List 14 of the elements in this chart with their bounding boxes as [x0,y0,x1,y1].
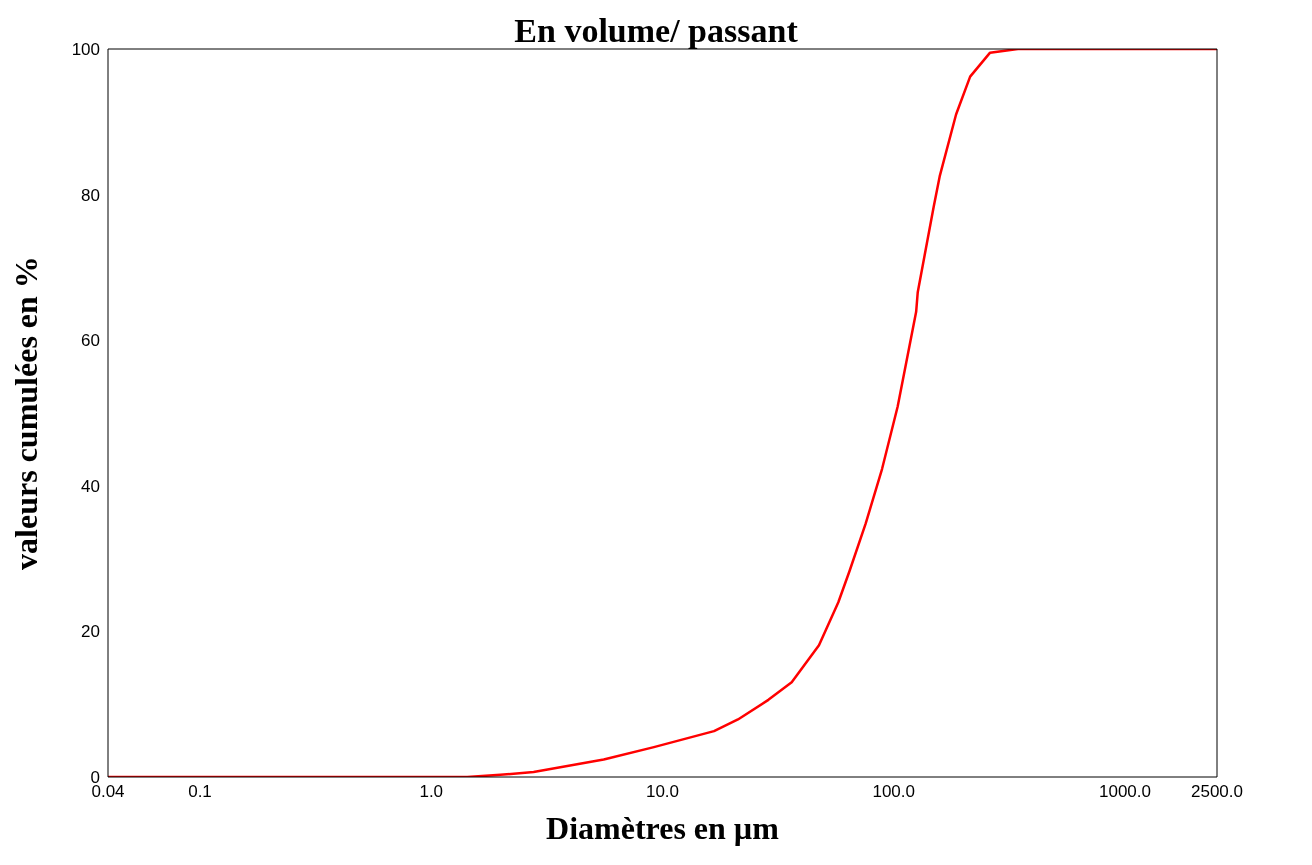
y-axis-title: valeurs cumulées en % [8,256,45,570]
x-axis-title: Diamètres en µm [546,810,780,846]
x-tick-label: 100.0 [872,782,916,802]
y-tick-label: 40 [81,476,100,496]
x-tick-label: 1000.0 [1098,782,1151,802]
y-tick-label: 100 [71,40,100,60]
x-tick-label: 10.0 [645,782,680,802]
x-tick-label: 1.0 [419,782,444,802]
x-tick-label: 0.1 [188,782,212,802]
y-tick-label: 60 [81,331,100,351]
y-tick-label: 20 [81,622,100,642]
y-tick-label: 80 [81,185,100,205]
x-tick-label: 2500.0 [1191,782,1243,802]
chart-title: En volume/ passant [514,12,798,49]
